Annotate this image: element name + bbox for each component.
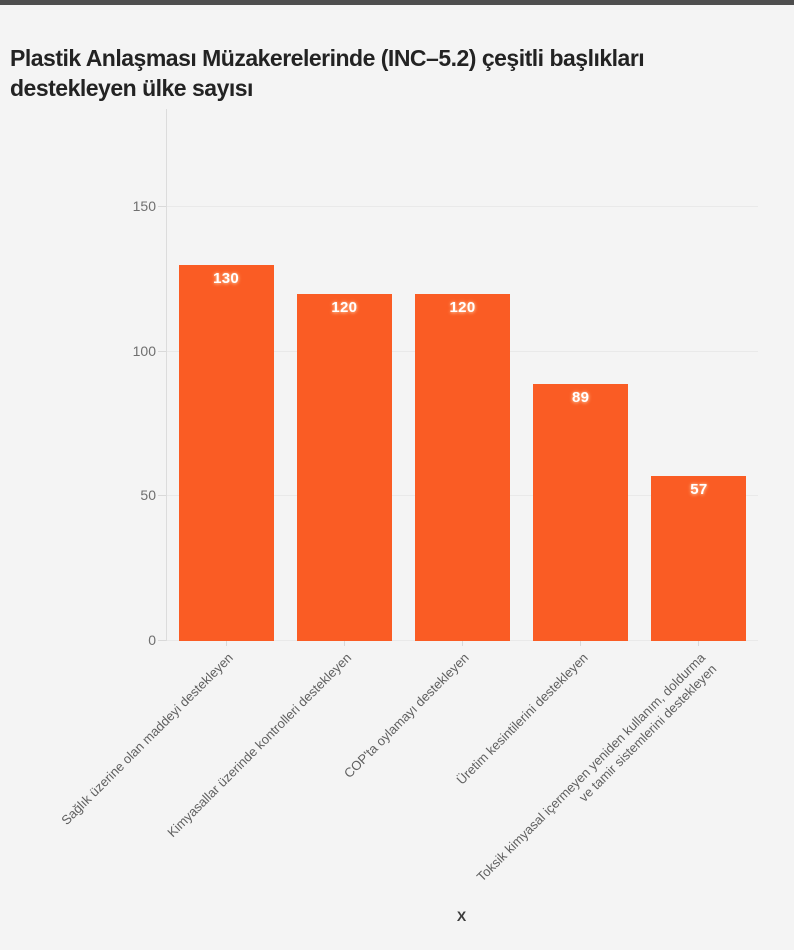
y-axis-tick-label: 0	[148, 632, 156, 648]
x-axis-category-label-text: Toksik kimyasal içermeyen yeniden kullan…	[474, 650, 720, 885]
bar-value-label: 120	[331, 298, 358, 316]
bar-value-label: 130	[213, 269, 240, 287]
top-accent-bar	[0, 0, 794, 5]
x-tick-mark	[225, 641, 227, 646]
y-tick-mark	[158, 640, 166, 641]
y-tick-mark	[158, 495, 166, 497]
y-tick-mark	[158, 350, 166, 352]
x-tick-mark	[462, 641, 463, 646]
x-axis-category-label-text: COP'ta oylamayı destekleyen	[341, 650, 473, 781]
x-tick-mark	[698, 641, 700, 646]
x-axis-title: X	[456, 908, 467, 924]
bar[interactable]: 120	[415, 293, 510, 641]
x-tick-mark	[580, 641, 582, 646]
y-axis-tick-label: 100	[132, 342, 156, 359]
bar-value-label: 57	[690, 481, 708, 499]
bar[interactable]: 57	[651, 476, 747, 641]
x-axis-category-label-text: Üretim kesintilerini destekleyen	[452, 650, 591, 788]
y-axis-tick-label: 50	[140, 487, 156, 504]
y-tick-mark	[158, 206, 166, 207]
x-tick-mark	[343, 641, 345, 646]
bar[interactable]: 89	[533, 383, 629, 641]
gridline	[167, 206, 758, 207]
bar[interactable]: 120	[296, 293, 392, 641]
y-axis-tick-label: 150	[132, 198, 156, 214]
x-axis-category-label-text: Kimyasallar üzerinde kontrolleri destekl…	[163, 650, 354, 840]
chart-title: Plastik Anlaşması Müzakerelerinde (INC–5…	[10, 45, 645, 102]
plot-area: 130 120 120 89 57	[158, 109, 758, 646]
bar-value-label: 120	[449, 298, 476, 316]
bar[interactable]: 130	[178, 264, 274, 641]
bar-value-label: 89	[572, 388, 590, 406]
